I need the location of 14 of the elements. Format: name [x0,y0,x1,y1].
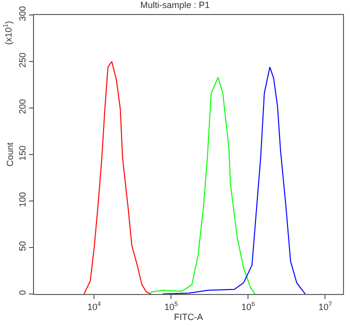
x-axis-title: FITC-A [174,312,203,322]
y-tick-label: 100 [17,192,28,208]
x-tick-label: 10$^{6}$ [241,301,256,312]
x-tick-label: 10$^{4}$ [87,301,102,312]
y-tick-label: 300 [17,6,28,22]
y-tick-label: 150 [17,146,28,161]
y-tick-label: 200 [17,99,28,114]
x-tick-label: 10$^{5}$ [164,301,178,312]
y-tick-label: 0 [17,290,28,296]
y-axis-title: Count [4,142,15,167]
chart-title: Multi-sample : P1 [140,0,210,10]
x-tick-label: 10$^{7}$ [318,301,332,312]
y-tick-label: 50 [17,241,28,252]
y-tick-label: 250 [17,52,28,68]
